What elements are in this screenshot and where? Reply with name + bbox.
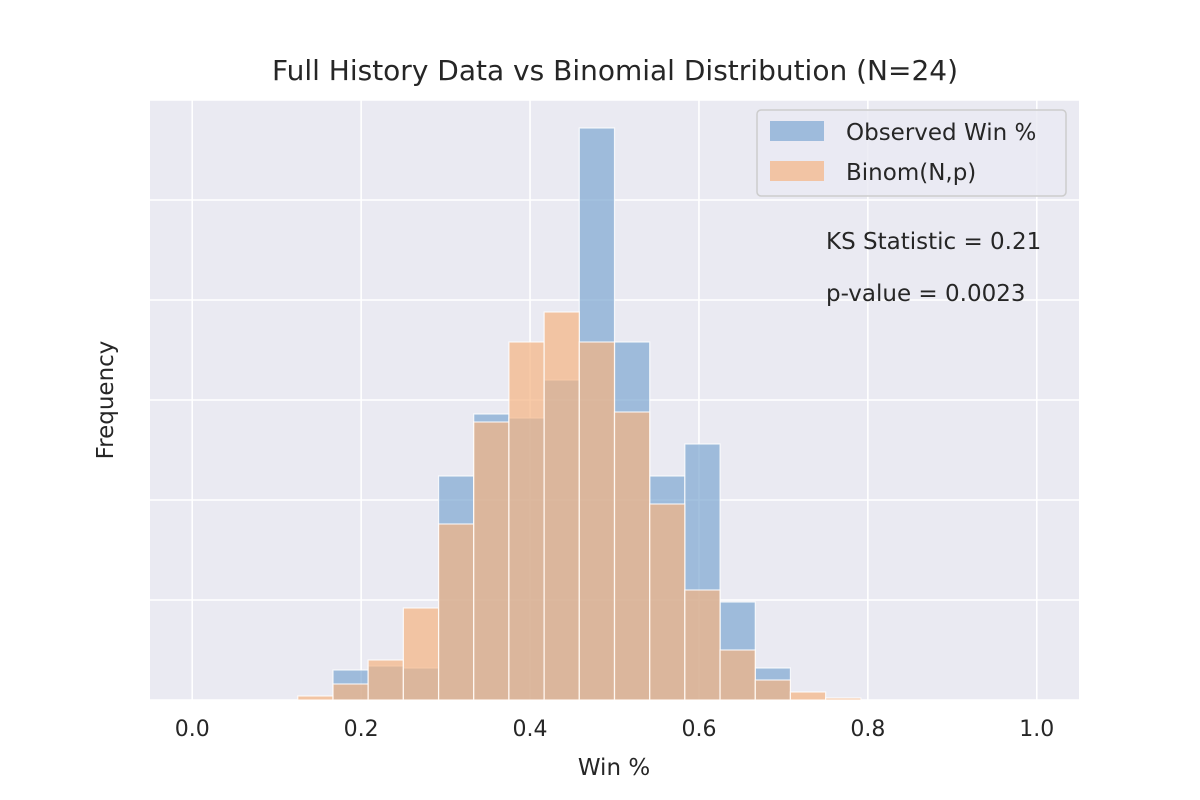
x-tick-label-3: 0.6 xyxy=(681,717,716,742)
bar-binom-3 xyxy=(402,607,440,701)
y-axis-label: Frequency xyxy=(93,341,119,460)
legend-swatch-observed xyxy=(770,121,824,141)
bar-binom-4 xyxy=(437,523,475,701)
bar-binom-1 xyxy=(332,683,369,701)
tick-labels-layer: 0.0 0.2 0.4 0.6 0.8 1.0 xyxy=(175,717,1055,742)
legend-label-observed: Observed Win % xyxy=(846,120,1036,146)
ks-statistic-annotation: KS Statistic = 0.21 xyxy=(826,229,1041,255)
x-tick-label-5: 1.0 xyxy=(1019,717,1054,742)
bar-binom-5 xyxy=(473,421,510,701)
x-tick-label-2: 0.4 xyxy=(513,717,548,742)
x-tick-label-1: 0.2 xyxy=(344,717,379,742)
bar-binom-11 xyxy=(684,589,721,701)
bar-binom-14 xyxy=(789,691,827,701)
legend-swatch-binom xyxy=(770,161,824,181)
bar-binom-10 xyxy=(649,503,686,701)
legend: Observed Win % Binom(N,p) xyxy=(756,109,1067,197)
bar-binom-6 xyxy=(508,341,545,701)
bar-binom-9 xyxy=(613,411,651,701)
bar-binom-8 xyxy=(578,341,616,701)
bar-binom-13 xyxy=(754,679,792,701)
x-axis-label: Win % xyxy=(578,755,650,781)
bar-binom-15 xyxy=(825,697,862,701)
legend-box xyxy=(756,109,1067,197)
bar-binom-0 xyxy=(297,695,334,701)
x-tick-label-0: 0.0 xyxy=(175,717,210,742)
bar-binom-12 xyxy=(719,649,756,701)
chart-title: Full History Data vs Binomial Distributi… xyxy=(272,54,958,87)
bar-binom-2 xyxy=(367,659,404,701)
legend-label-binom: Binom(N,p) xyxy=(846,160,976,186)
x-tick-label-4: 0.8 xyxy=(850,717,885,742)
p-value-annotation: p-value = 0.0023 xyxy=(826,281,1025,307)
bar-binom-7 xyxy=(543,311,580,701)
bars-layer xyxy=(297,127,862,701)
